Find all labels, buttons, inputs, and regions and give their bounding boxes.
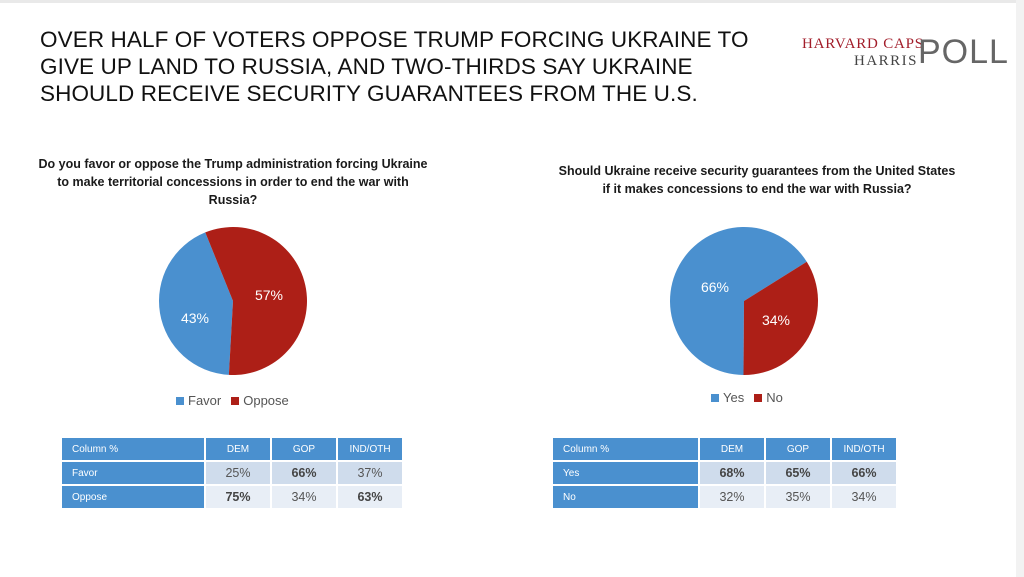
- row-label: No: [553, 486, 698, 508]
- pie-slice-oppose: [205, 227, 307, 375]
- title-line: OVER HALF OF VOTERS OPPOSE TRUMP FORCING…: [40, 27, 749, 52]
- right-edge: [1016, 0, 1024, 577]
- pie-slice-no: [743, 261, 818, 375]
- legend-swatch: [231, 396, 240, 405]
- chart1-legend: Favor Oppose: [176, 393, 299, 408]
- table-cell: 65%: [766, 462, 830, 484]
- table-cell: 34%: [832, 486, 896, 508]
- legend-label: No: [766, 390, 783, 405]
- table-cell: 66%: [832, 462, 896, 484]
- legend-label: Oppose: [243, 393, 289, 408]
- table-cell: 63%: [338, 486, 402, 508]
- legend-swatch: [711, 393, 719, 402]
- slide-title: OVER HALF OF VOTERS OPPOSE TRUMP FORCING…: [40, 26, 760, 107]
- table-cell: 37%: [338, 462, 402, 484]
- column-header: IND/OTH: [832, 438, 896, 460]
- party-breakdown-table-guarantees: Column % DEM GOP IND/OTH Yes 68% 65% 66% No 32% 35…: [551, 436, 898, 510]
- title-line: SHOULD RECEIVE SECURITY GUARANTEES FROM …: [40, 81, 698, 106]
- legend-label: Yes: [723, 390, 745, 405]
- table-cell: 35%: [766, 486, 830, 508]
- row-label: Favor: [62, 462, 204, 484]
- column-header: GOP: [272, 438, 336, 460]
- party-breakdown-table-concessions: Column % DEM GOP IND/OTH Favor 25% 66% 37% Oppos…: [60, 436, 404, 510]
- legend-item-yes: Yes: [711, 390, 744, 405]
- legend-item-oppose: Oppose: [231, 393, 289, 408]
- legend-item-favor: Favor: [176, 393, 221, 408]
- column-header: GOP: [766, 438, 830, 460]
- table-row: No 32% 35% 34%: [553, 486, 896, 508]
- pie-data-label-favor: 43%: [181, 310, 209, 326]
- row-label: Yes: [553, 462, 698, 484]
- legend-item-no: No: [754, 390, 783, 405]
- logo-line1: HARVARD CAPS: [802, 36, 924, 52]
- column-header: IND/OTH: [338, 438, 402, 460]
- column-header: DEM: [700, 438, 764, 460]
- harvard-caps-harris-poll-logo: HARVARD CAPS HARRIS POLL: [796, 33, 1009, 74]
- pie-data-label-no: 34%: [762, 312, 790, 328]
- logo-word: POLL: [918, 33, 1009, 71]
- table-header-row: Column % DEM GOP IND/OTH: [62, 438, 402, 460]
- table-cell: 68%: [700, 462, 764, 484]
- chart2-question: Should Ukraine receive security guarante…: [558, 164, 956, 196]
- table-cell: 25%: [206, 462, 270, 484]
- column-header: Column %: [553, 438, 698, 460]
- table-cell: 32%: [700, 486, 764, 508]
- table-row: Favor 25% 66% 37%: [62, 462, 402, 484]
- pie-chart-security-guarantees: 66% 34%: [670, 227, 818, 375]
- pie-slice-favor: [159, 232, 233, 375]
- pie-data-label-oppose: 57%: [255, 287, 283, 303]
- chart2-legend: Yes No: [711, 390, 793, 405]
- logo-line2: HARRIS: [854, 53, 919, 69]
- chart1-question: Do you favor or oppose the Trump adminis…: [38, 157, 428, 207]
- legend-label: Favor: [188, 393, 222, 408]
- legend-swatch: [176, 396, 184, 405]
- pie-chart-territorial-concessions: 43% 57%: [159, 227, 307, 375]
- pie-data-label-yes: 66%: [701, 279, 729, 295]
- table-cell: 34%: [272, 486, 336, 508]
- table-header-row: Column % DEM GOP IND/OTH: [553, 438, 896, 460]
- title-line: GIVE UP LAND TO RUSSIA, AND TWO-THIRDS S…: [40, 54, 693, 79]
- legend-swatch: [754, 393, 763, 402]
- top-rule: [0, 0, 1024, 3]
- table-cell: 75%: [206, 486, 270, 508]
- pie-slice-yes: [670, 227, 807, 375]
- row-label: Oppose: [62, 486, 204, 508]
- table-row: Oppose 75% 34% 63%: [62, 486, 402, 508]
- table-row: Yes 68% 65% 66%: [553, 462, 896, 484]
- column-header: DEM: [206, 438, 270, 460]
- table-cell: 66%: [272, 462, 336, 484]
- column-header: Column %: [62, 438, 204, 460]
